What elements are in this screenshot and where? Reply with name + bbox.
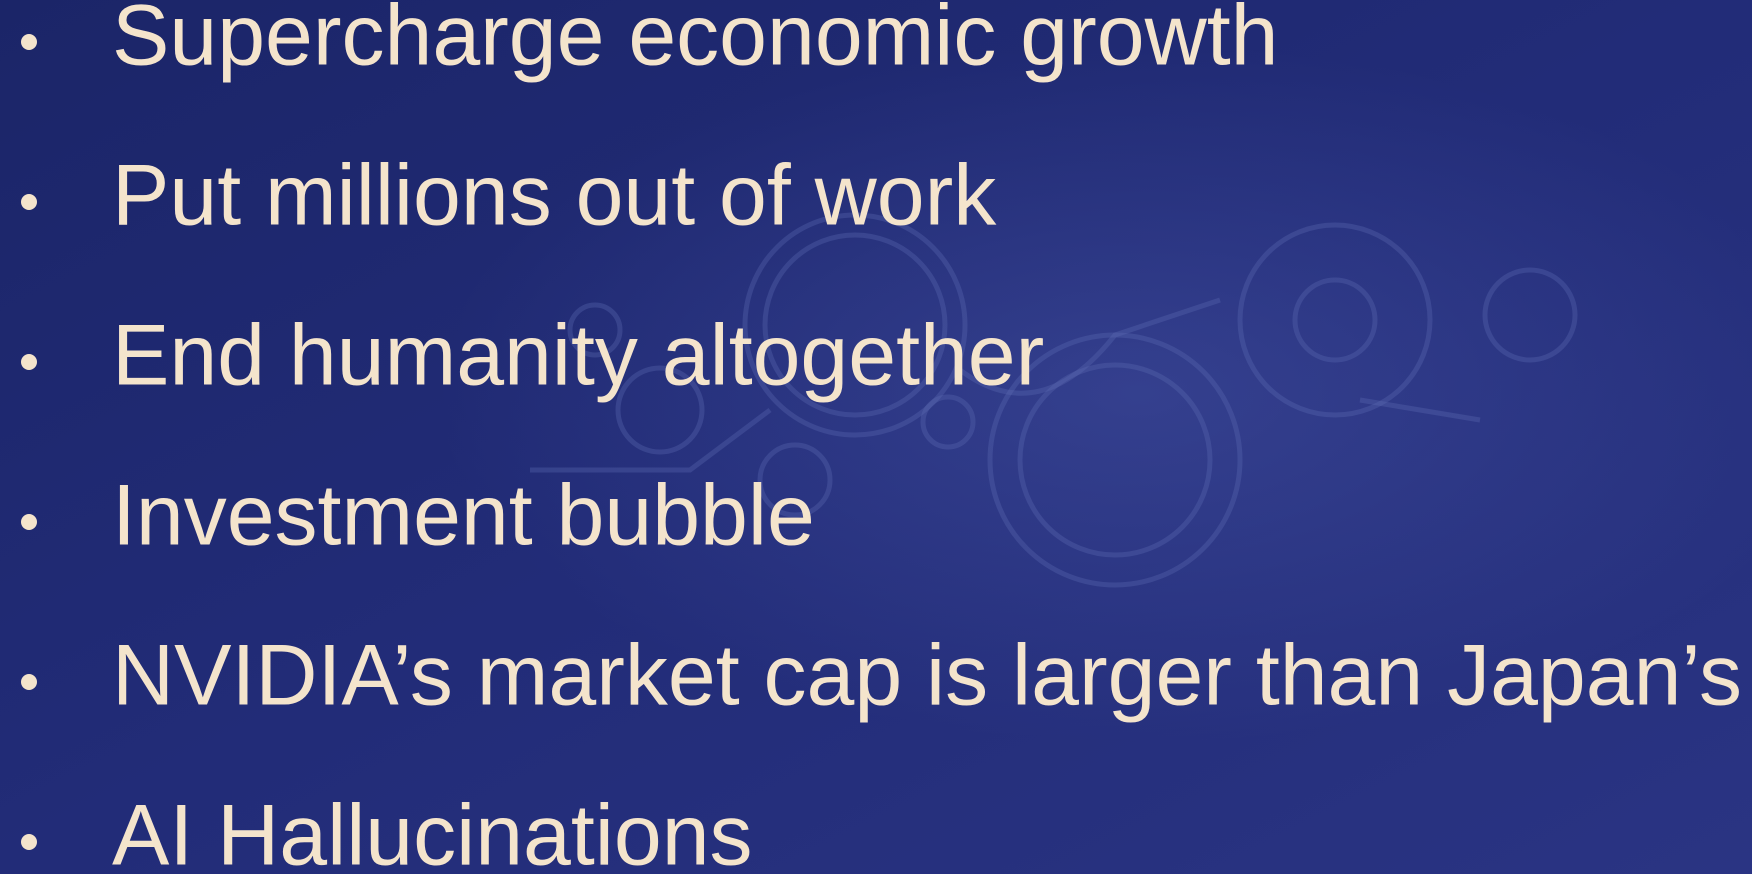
bullet-text: AI Hallucinations: [112, 788, 753, 874]
decoration: [530, 212, 1578, 588]
bullet-markers: [21, 34, 37, 850]
bullet-text: NVIDIA’s market cap is larger than Japan…: [112, 628, 1752, 724]
bullet-text: Put millions out of work: [112, 148, 997, 244]
bullet: [21, 514, 37, 530]
bullet-text: End humanity altogether: [112, 308, 1044, 404]
bullet: [21, 194, 37, 210]
bullet: [21, 354, 37, 370]
bullet: [21, 834, 37, 850]
bullet: [21, 34, 37, 50]
bullet-text: Investment bubble: [112, 468, 815, 564]
bullet-text: Supercharge economic growth: [112, 0, 1278, 84]
bullet: [21, 674, 37, 690]
